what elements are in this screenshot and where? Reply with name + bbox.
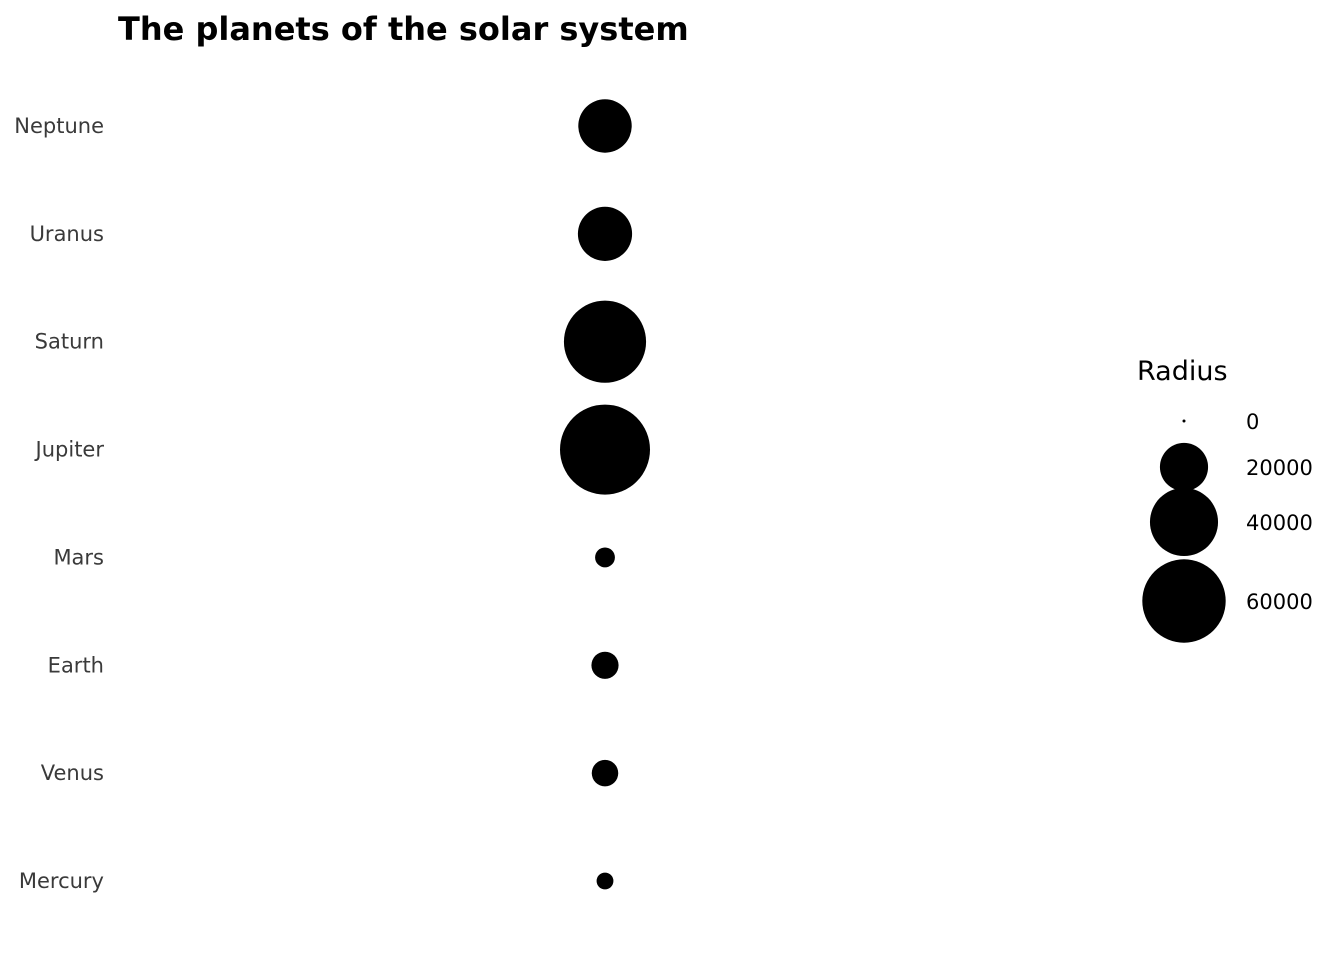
data-points xyxy=(560,99,650,890)
data-point-uranus xyxy=(577,206,633,261)
data-point-mercury xyxy=(596,872,614,890)
y-tick-label: Neptune xyxy=(14,114,104,138)
y-axis-tick-labels: Mercury Venus Earth Mars Jupiter Saturn Uranus… xyxy=(14,114,104,893)
y-tick-label: Saturn xyxy=(35,330,104,354)
legend-key-0 xyxy=(1182,419,1186,423)
y-tick-label: Uranus xyxy=(30,222,104,246)
data-point-earth xyxy=(591,651,619,679)
data-point-neptune xyxy=(578,99,632,153)
legend-label: 0 xyxy=(1246,410,1259,434)
y-tick-label: Mercury xyxy=(19,869,104,893)
legend-key-60000 xyxy=(1142,559,1226,643)
data-point-saturn xyxy=(563,300,647,383)
legend-key-40000 xyxy=(1149,487,1219,557)
legend-label: 40000 xyxy=(1246,511,1313,535)
y-tick-label: Venus xyxy=(41,761,104,785)
chart-title: The planets of the solar system xyxy=(118,10,689,48)
legend-keys: 0 20000 40000 60000 xyxy=(1142,410,1313,643)
legend-label: 20000 xyxy=(1246,456,1313,480)
data-point-mars xyxy=(595,547,615,568)
y-tick-label: Earth xyxy=(48,653,104,677)
data-point-venus xyxy=(591,759,619,787)
y-tick-label: Mars xyxy=(53,545,104,569)
size-legend: Radius 0 20000 40000 60000 xyxy=(1137,356,1313,643)
data-point-jupiter xyxy=(560,404,650,495)
legend-key-20000 xyxy=(1159,442,1209,492)
legend-label: 60000 xyxy=(1246,590,1313,614)
legend-title: Radius xyxy=(1137,356,1228,387)
y-tick-label: Jupiter xyxy=(34,438,105,462)
